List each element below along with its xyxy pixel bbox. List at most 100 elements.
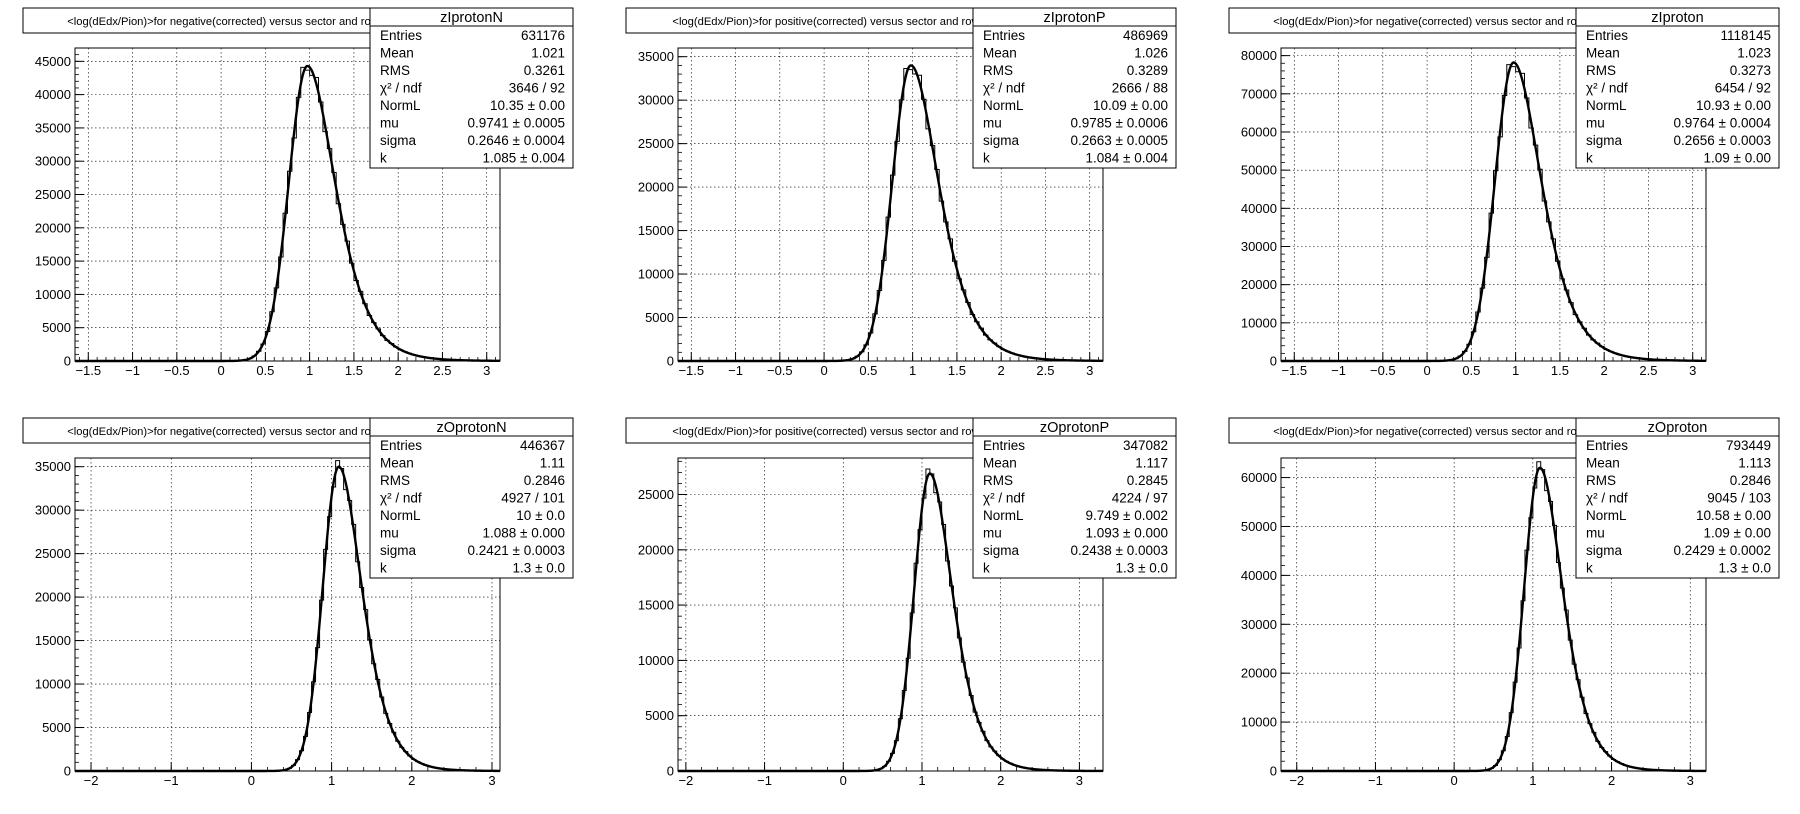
y-tick-label-5: 25000 bbox=[35, 187, 71, 202]
stats-label-3: χ² / ndf bbox=[380, 81, 422, 96]
y-tick-label-1: 5000 bbox=[645, 708, 674, 723]
stats-value-2: 0.2845 bbox=[1127, 473, 1168, 488]
stats-label-0: Entries bbox=[380, 438, 422, 453]
stats-label-2: RMS bbox=[983, 63, 1013, 78]
stats-label-1: Mean bbox=[1586, 456, 1620, 471]
x-tick-label-3: 1 bbox=[918, 773, 925, 788]
stats-label-2: RMS bbox=[1586, 473, 1616, 488]
x-tick-label-2: −0.5 bbox=[1370, 363, 1396, 378]
histogram-panel-zIprotonP: −1.5 −1 −0.5 0 0.5 1 1.5 2 2.5 3 0 5000 10000 15000 20… bbox=[625, 7, 1177, 378]
y-tick-label-5: 25000 bbox=[638, 487, 674, 502]
y-tick-label-7: 35000 bbox=[638, 49, 674, 64]
stats-label-3: χ² / ndf bbox=[1586, 81, 1628, 96]
x-tick-label-8: 2.5 bbox=[1036, 363, 1054, 378]
stats-value-4: 10.58 ± 0.00 bbox=[1696, 508, 1771, 523]
stats-label-6: sigma bbox=[380, 543, 417, 558]
stats-value-6: 0.2438 ± 0.0003 bbox=[1071, 543, 1169, 558]
stats-value-2: 0.3273 bbox=[1730, 63, 1771, 78]
stats-value-7: 1.09 ± 0.00 bbox=[1704, 151, 1771, 166]
stats-value-3: 9045 / 103 bbox=[1707, 491, 1771, 506]
histogram-name: zIprotonN bbox=[440, 10, 503, 26]
x-tick-label-2: 0 bbox=[840, 773, 847, 788]
stats-value-7: 1.084 ± 0.004 bbox=[1086, 151, 1169, 166]
stats-value-2: 0.2846 bbox=[1730, 473, 1771, 488]
x-tick-label-7: 2 bbox=[1601, 363, 1608, 378]
stats-label-5: mu bbox=[1586, 116, 1605, 131]
stats-value-0: 631176 bbox=[521, 28, 565, 43]
x-tick-label-4: 0.5 bbox=[859, 363, 877, 378]
stats-value-0: 793449 bbox=[1726, 438, 1771, 453]
y-tick-label-6: 30000 bbox=[35, 154, 71, 169]
x-tick-label-0: −2 bbox=[678, 773, 693, 788]
plot-title: <log(dEdx/Pion)>for positive(corrected) … bbox=[672, 16, 980, 28]
stats-value-4: 10 ± 0.0 bbox=[516, 508, 565, 523]
y-tick-label-1: 5000 bbox=[42, 320, 71, 335]
x-tick-label-1: −1 bbox=[757, 773, 772, 788]
stats-value-3: 3646 / 92 bbox=[509, 81, 565, 96]
stats-value-1: 1.026 bbox=[1134, 46, 1168, 61]
title-box bbox=[22, 7, 424, 34]
x-tick-label-1: −1 bbox=[728, 363, 743, 378]
stats-box bbox=[972, 25, 1177, 169]
stats-value-7: 1.3 ± 0.0 bbox=[1719, 561, 1771, 576]
x-tick-label-5: 3 bbox=[488, 773, 495, 788]
x-tick-label-4: 0.5 bbox=[256, 363, 274, 378]
x-tick-label-5: 1 bbox=[1512, 363, 1519, 378]
y-tick-label-2: 20000 bbox=[1241, 277, 1277, 292]
x-tick-label-4: 2 bbox=[1608, 773, 1615, 788]
y-tick-label-2: 20000 bbox=[1241, 666, 1277, 681]
stats-value-5: 0.9764 ± 0.0004 bbox=[1674, 116, 1772, 131]
y-tick-label-0: 0 bbox=[1270, 764, 1277, 779]
stats-value-5: 1.093 ± 0.000 bbox=[1086, 526, 1168, 541]
stats-label-3: χ² / ndf bbox=[1586, 491, 1628, 506]
stats-value-4: 9.749 ± 0.002 bbox=[1086, 508, 1168, 523]
stats-value-1: 1.021 bbox=[531, 46, 565, 61]
stats-value-0: 1118145 bbox=[1720, 28, 1771, 43]
stats-value-0: 446367 bbox=[520, 438, 565, 453]
stats-label-4: NormL bbox=[983, 98, 1024, 113]
x-tick-label-0: −2 bbox=[84, 773, 99, 788]
y-tick-label-8: 40000 bbox=[35, 87, 71, 102]
stats-label-1: Mean bbox=[983, 456, 1017, 471]
y-tick-label-4: 40000 bbox=[1241, 201, 1277, 216]
stats-value-4: 10.09 ± 0.00 bbox=[1093, 98, 1168, 113]
x-tick-label-5: 1 bbox=[306, 363, 313, 378]
stats-label-2: RMS bbox=[380, 473, 410, 488]
x-tick-label-1: −1 bbox=[164, 773, 179, 788]
x-tick-label-6: 1.5 bbox=[1551, 363, 1569, 378]
x-tick-label-9: 3 bbox=[483, 363, 490, 378]
x-tick-label-9: 3 bbox=[1086, 363, 1093, 378]
y-tick-label-1: 10000 bbox=[1241, 715, 1277, 730]
x-tick-label-4: 2 bbox=[408, 773, 415, 788]
stats-value-4: 10.93 ± 0.00 bbox=[1696, 98, 1771, 113]
stats-label-5: mu bbox=[983, 526, 1002, 541]
stats-label-2: RMS bbox=[1586, 63, 1616, 78]
name-box bbox=[1575, 7, 1780, 27]
stats-label-0: Entries bbox=[983, 28, 1025, 43]
stats-label-7: k bbox=[983, 561, 990, 576]
stats-label-1: Mean bbox=[1586, 46, 1620, 61]
stats-value-5: 1.09 ± 0.00 bbox=[1704, 526, 1771, 541]
stats-label-2: RMS bbox=[380, 63, 410, 78]
histogram-panel-zIproton: −1.5 −1 −0.5 0 0.5 1 1.5 2 2.5 3 0 10000 20000 30000 4… bbox=[1228, 7, 1780, 378]
stats-label-4: NormL bbox=[983, 508, 1024, 523]
x-tick-label-9: 3 bbox=[1689, 363, 1696, 378]
stats-label-6: sigma bbox=[983, 543, 1020, 558]
stats-box bbox=[369, 25, 574, 169]
y-tick-label-4: 40000 bbox=[1241, 568, 1277, 583]
y-tick-label-5: 25000 bbox=[638, 136, 674, 151]
y-tick-label-0: 0 bbox=[64, 764, 71, 779]
y-tick-label-4: 20000 bbox=[638, 542, 674, 557]
title-box bbox=[1228, 7, 1630, 34]
title-box bbox=[22, 417, 424, 444]
stats-value-6: 0.2646 ± 0.0004 bbox=[468, 133, 566, 148]
stats-label-5: mu bbox=[983, 116, 1002, 131]
y-tick-label-0: 0 bbox=[64, 354, 71, 369]
y-tick-label-4: 20000 bbox=[638, 180, 674, 195]
stats-value-3: 6454 / 92 bbox=[1715, 81, 1771, 96]
stats-value-6: 0.2421 ± 0.0003 bbox=[468, 543, 566, 558]
x-tick-label-3: 1 bbox=[1529, 773, 1536, 788]
stats-label-4: NormL bbox=[380, 98, 421, 113]
x-tick-label-2: −0.5 bbox=[767, 363, 793, 378]
stats-value-0: 347082 bbox=[1123, 438, 1168, 453]
